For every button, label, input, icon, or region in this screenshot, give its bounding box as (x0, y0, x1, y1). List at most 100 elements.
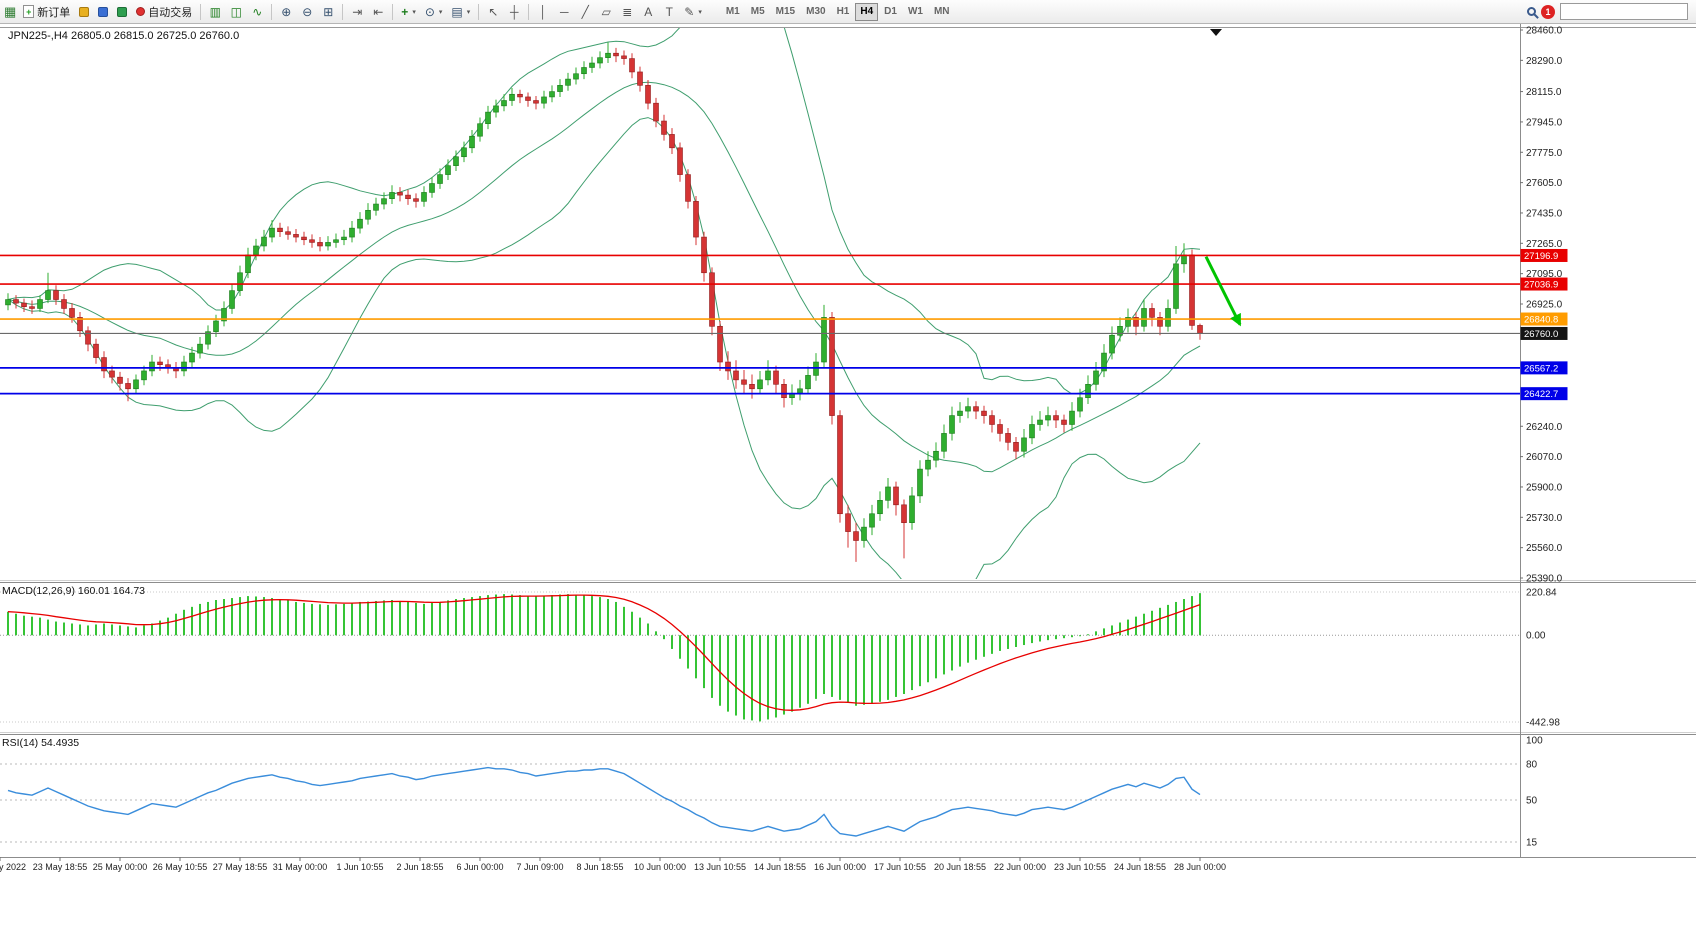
timeframe-w1[interactable]: W1 (903, 3, 928, 21)
chart-annotations (1204, 29, 1242, 327)
cursor-button[interactable]: ↖ (483, 2, 503, 22)
separator (271, 3, 273, 20)
svg-text:26760.0: 26760.0 (1524, 329, 1558, 340)
trend-arrow-annotation (1204, 256, 1242, 327)
text-icon: A (644, 4, 653, 19)
separator (392, 3, 394, 20)
timeframe-m5[interactable]: M5 (746, 3, 770, 21)
price-tag (1520, 312, 1568, 326)
periods-icon: ⊙ (424, 4, 435, 19)
timeframe-d1[interactable]: D1 (879, 3, 902, 21)
metaeditor-icon[interactable] (79, 6, 90, 17)
svg-text:2 Jun 18:55: 2 Jun 18:55 (396, 862, 443, 872)
search-input[interactable] (1560, 3, 1688, 20)
bar-chart-button[interactable]: ▥ (205, 2, 225, 22)
crosshair-icon: ┼ (510, 4, 519, 19)
new-order-icon: + (23, 5, 35, 18)
line-chart-button[interactable]: ∿ (247, 2, 267, 22)
text-button[interactable]: A (638, 2, 658, 22)
search-icon[interactable] (1527, 7, 1536, 16)
equidistant-channel-icon: ▱ (601, 4, 611, 19)
hline-26422.7[interactable]: 26422.7 (0, 387, 1568, 401)
terminal-icon[interactable] (117, 6, 128, 17)
new-chart-button[interactable]: + ▾ (397, 2, 420, 22)
svg-text:14 Jun 18:55: 14 Jun 18:55 (754, 862, 806, 872)
svg-text:8 Jun 18:55: 8 Jun 18:55 (576, 862, 623, 872)
hline-27036.9[interactable]: 27036.9 (0, 277, 1568, 291)
svg-text:28 Jun 00:00: 28 Jun 00:00 (1174, 862, 1226, 872)
text-label-button[interactable]: T (659, 2, 679, 22)
chart-canvas[interactable]: 27196.9 27036.9 26840.8 26760.0 26567.2 26422… (0, 24, 1696, 940)
tile-windows-button[interactable]: ⊞ (318, 2, 338, 22)
svg-text:27435.0: 27435.0 (1526, 208, 1563, 219)
vertical-line-icon: │ (539, 4, 548, 19)
hline-27196.9[interactable]: 27196.9 (0, 248, 1568, 262)
svg-text:26840.8: 26840.8 (1524, 315, 1558, 326)
vertical-line-button[interactable]: │ (533, 2, 553, 22)
trendline-button[interactable]: ╱ (575, 2, 595, 22)
timeframe-h4[interactable]: H4 (855, 2, 879, 21)
horizontal-line-button[interactable]: ─ (554, 2, 574, 22)
separator (200, 3, 202, 20)
svg-text:26 May 10:55: 26 May 10:55 (153, 862, 208, 872)
cursor-icon: ↖ (488, 4, 499, 19)
new-order-button[interactable]: + 新订单 (19, 2, 74, 22)
price-tag (1520, 277, 1568, 291)
chart-shift-icon: ⇤ (373, 4, 384, 19)
auto-scroll-button[interactable]: ⇥ (347, 2, 367, 22)
timeframe-m1[interactable]: M1 (721, 3, 745, 21)
fibonacci-button[interactable]: ≣ (617, 2, 637, 22)
crosshair-button[interactable]: ┼ (504, 2, 524, 22)
zoom-out-button[interactable]: ⊖ (297, 2, 317, 22)
new-order-label: 新订单 (37, 6, 71, 19)
hline-26760.0[interactable]: 26760.0 (0, 326, 1568, 340)
tile-windows-icon: ⊞ (323, 4, 334, 19)
horizontal-level-lines[interactable]: 27196.9 27036.9 26840.8 26760.0 26567.2 26422… (0, 248, 1568, 401)
chevron-down-icon: ▾ (698, 8, 702, 16)
notification-badge[interactable]: 1 (1541, 4, 1555, 19)
hline-26567.2[interactable]: 26567.2 (0, 361, 1568, 375)
rsi-panel (0, 763, 1520, 843)
zoom-in-icon: ⊕ (281, 4, 292, 19)
periods-button[interactable]: ⊙ ▾ (421, 2, 447, 22)
macd-panel (0, 591, 1520, 723)
svg-text:23 Jun 10:55: 23 Jun 10:55 (1054, 862, 1106, 872)
timeframe-m30[interactable]: M30 (801, 3, 830, 21)
zoom-in-button[interactable]: ⊕ (276, 2, 296, 22)
time-axis[interactable]: 19 May 2022 23 May 18:55 25 May 00:00 26 Ma… (0, 857, 1226, 872)
svg-text:27 May 18:55: 27 May 18:55 (213, 862, 268, 872)
bollinger-bands (7, 28, 1201, 579)
svg-text:100: 100 (1526, 736, 1543, 747)
svg-text:24 Jun 18:55: 24 Jun 18:55 (1114, 862, 1166, 872)
timeframe-h1[interactable]: H1 (832, 3, 855, 21)
svg-text:80: 80 (1526, 760, 1538, 771)
svg-text:27095.0: 27095.0 (1526, 269, 1563, 280)
svg-text:17 Jun 10:55: 17 Jun 10:55 (874, 862, 926, 872)
horizontal-line-icon: ─ (560, 4, 569, 19)
templates-icon: ▤ (451, 4, 463, 19)
trendline-icon: ╱ (581, 4, 589, 19)
svg-text:27196.9: 27196.9 (1524, 251, 1558, 262)
templates-button[interactable]: ▤ ▾ (447, 2, 474, 22)
equidistant-channel-button[interactable]: ▱ (596, 2, 616, 22)
svg-text:27945.0: 27945.0 (1526, 117, 1563, 128)
toolbar-right-cluster: 1 (1527, 3, 1692, 20)
candlestick-chart-button[interactable]: ◫ (226, 2, 246, 22)
svg-text:25390.0: 25390.0 (1526, 574, 1563, 585)
svg-text:26422.7: 26422.7 (1524, 389, 1558, 400)
autotrading-button[interactable]: 自动交易 (132, 2, 196, 22)
hline-26840.8[interactable]: 26840.8 (0, 312, 1568, 326)
autotrading-status-icon (136, 7, 146, 16)
candlestick-series (5, 42, 1203, 562)
svg-text:28460.0: 28460.0 (1526, 26, 1563, 37)
timeframe-mn[interactable]: MN (929, 3, 955, 21)
price-axis[interactable]: 28460.0 28290.0 28115.0 27945.0 27775.0 27605… (1520, 26, 1563, 585)
autotrading-label: 自动交易 (148, 6, 193, 19)
navigator-icon[interactable] (98, 6, 109, 17)
chart-shift-button[interactable]: ⇤ (368, 2, 388, 22)
timeframe-m15[interactable]: M15 (771, 3, 800, 21)
macd-axis: 220.84 0.00 -442.98 (1526, 588, 1560, 729)
shapes-button[interactable]: ✎ ▾ (680, 2, 706, 22)
svg-text:26925.0: 26925.0 (1526, 300, 1563, 311)
timeframe-group: M1 M5 M15 M30 H1 H4 D1 W1 MN (721, 2, 955, 21)
